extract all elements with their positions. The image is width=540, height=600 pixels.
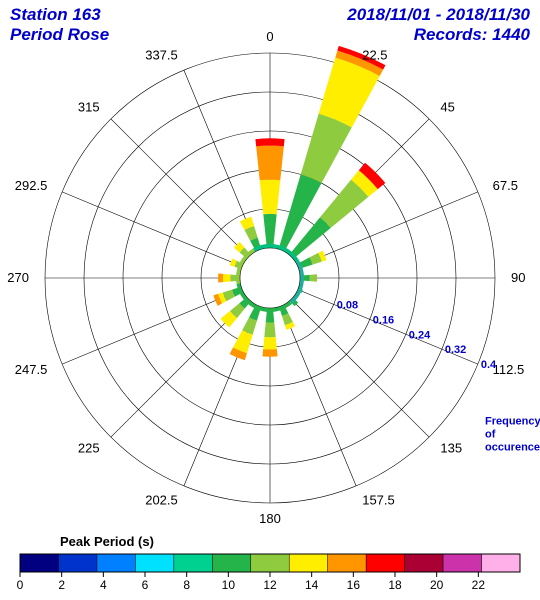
freq-title: Frequency	[485, 415, 540, 427]
colorbar-tick: 22	[472, 578, 486, 592]
rose-bar	[262, 349, 277, 357]
colorbar-cell	[135, 554, 173, 572]
colorbar-cell	[482, 554, 520, 572]
ring-label: 0.24	[409, 329, 431, 341]
rose-bar	[223, 274, 230, 282]
direction-label: 292.5	[15, 178, 48, 193]
direction-label: 22.5	[362, 47, 387, 62]
colorbar-cell	[212, 554, 250, 572]
direction-label: 315	[78, 100, 100, 115]
direction-label: 270	[7, 270, 29, 285]
colorbar-tick: 4	[100, 578, 107, 592]
ring-label: 0.4	[481, 359, 497, 371]
colorbar-cell	[174, 554, 212, 572]
direction-label: 45	[440, 100, 454, 115]
direction-label: 202.5	[145, 493, 178, 508]
colorbar-tick: 10	[222, 578, 236, 592]
direction-label: 0	[266, 29, 273, 44]
direction-label: 157.5	[362, 493, 395, 508]
colorbar-tick: 12	[263, 578, 277, 592]
colorbar-tick: 6	[142, 578, 149, 592]
ring-label: 0.08	[337, 299, 358, 311]
rose-bar	[256, 146, 284, 181]
colorbar-cell	[328, 554, 366, 572]
rose-bar	[264, 322, 275, 337]
colorbar-tick: 8	[183, 578, 190, 592]
rose-bar	[218, 273, 223, 282]
rose-bar	[301, 114, 352, 183]
direction-label: 135	[440, 440, 462, 455]
colorbar-title: Peak Period (s)	[60, 534, 154, 549]
colorbar-cell	[97, 554, 135, 572]
colorbar-cell	[251, 554, 289, 572]
freq-title: of	[485, 428, 496, 440]
rose-bar	[255, 138, 284, 146]
colorbar-cell	[405, 554, 443, 572]
colorbar-tick: 0	[17, 578, 24, 592]
colorbar-cell	[289, 554, 327, 572]
ring-label: 0.32	[445, 344, 466, 356]
rose-bar	[263, 214, 276, 248]
rose-plot: 022.54567.590112.5135157.5180202.5225247…	[0, 0, 540, 600]
colorbar-cell	[20, 554, 58, 572]
colorbar-tick: 2	[58, 578, 65, 592]
direction-label: 67.5	[493, 178, 518, 193]
colorbar-tick: 18	[388, 578, 402, 592]
direction-label: 90	[511, 270, 525, 285]
colorbar-cell	[58, 554, 96, 572]
rose-bar	[263, 337, 277, 349]
direction-label: 180	[259, 511, 281, 526]
ring-label: 0.16	[373, 314, 394, 326]
colorbar-tick: 16	[347, 578, 361, 592]
rose-bar	[310, 274, 317, 281]
direction-label: 337.5	[145, 47, 178, 62]
colorbar-tick: 14	[305, 578, 319, 592]
direction-label: 112.5	[493, 362, 525, 377]
colorbar-tick: 20	[430, 578, 444, 592]
freq-title: occurence	[485, 441, 540, 453]
colorbar-cell	[443, 554, 481, 572]
rose-bar	[260, 180, 281, 214]
chart-container: Station 163 Period Rose 2018/11/01 - 201…	[0, 0, 540, 600]
direction-label: 225	[78, 440, 100, 455]
colorbar-cell	[366, 554, 404, 572]
direction-label: 247.5	[15, 362, 48, 377]
